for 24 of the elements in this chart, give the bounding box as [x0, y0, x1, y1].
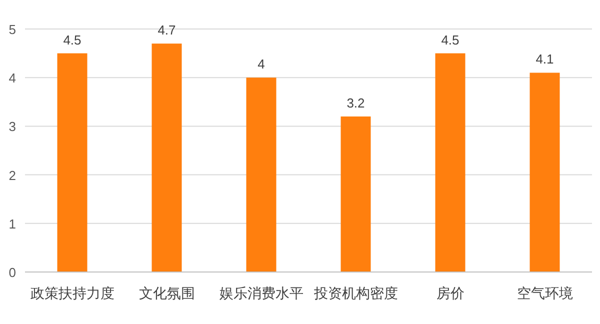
x-tick-label: 政策扶持力度	[30, 285, 114, 301]
y-tick-label: 0	[8, 265, 16, 280]
bar	[340, 116, 371, 272]
x-tick-label: 娱乐消费水平	[219, 285, 304, 301]
y-tick-label: 2	[8, 168, 16, 183]
bar	[57, 53, 88, 272]
data-label: 4.5	[441, 32, 460, 48]
data-label: 4	[258, 56, 265, 72]
y-tick-label: 1	[8, 216, 16, 232]
y-tick-label: 3	[8, 119, 16, 134]
y-tick-label: 4	[8, 70, 16, 86]
bar	[246, 78, 276, 272]
y-tick-label: 5	[8, 22, 16, 37]
bar	[530, 72, 560, 272]
x-tick-label: 文化氛围	[138, 285, 195, 301]
x-tick-label: 投资机构密度	[312, 285, 398, 301]
data-label: 4.1	[536, 52, 554, 67]
data-label: 4.5	[63, 32, 82, 48]
bar	[152, 44, 182, 272]
x-tick-label: 房价	[436, 285, 464, 301]
x-tick-label: 空气环境	[516, 285, 573, 301]
data-label: 3.2	[346, 95, 365, 110]
data-label: 4.7	[158, 22, 176, 38]
bar	[435, 53, 466, 272]
